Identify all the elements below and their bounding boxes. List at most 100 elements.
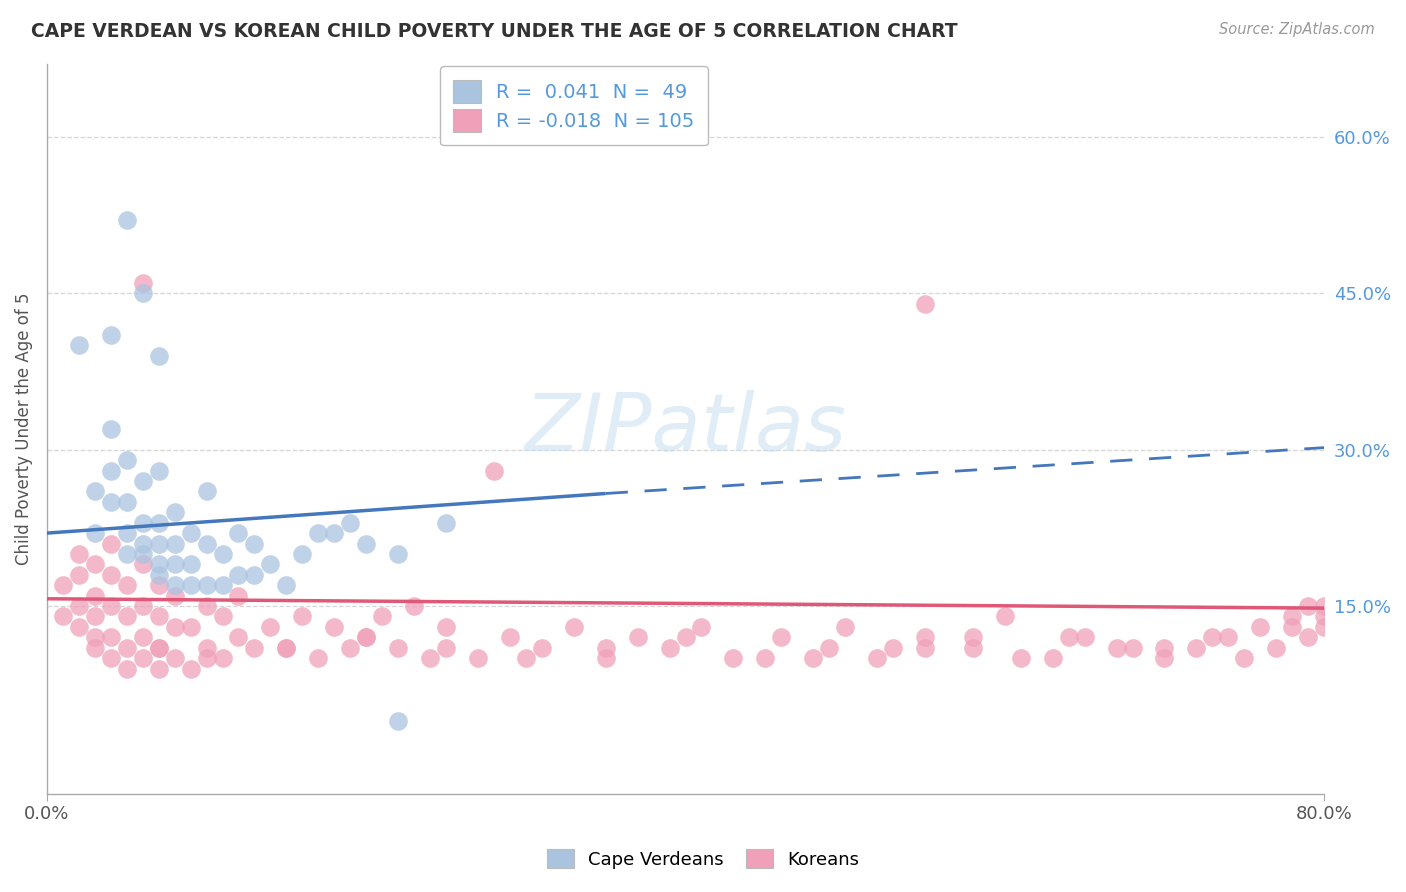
Point (52, 578, 75, 592)
Point (228, 589, 250, 603)
Point (1153, 651, 1175, 665)
Point (434, 620, 457, 634)
Point (148, 516, 170, 530)
Point (276, 640, 298, 655)
Point (67, 567, 90, 582)
Point (228, 526, 250, 541)
Point (387, 547, 409, 561)
Point (228, 567, 250, 582)
Point (291, 609, 314, 624)
Point (834, 620, 856, 634)
Point (131, 599, 153, 613)
Point (307, 651, 329, 665)
Point (387, 640, 409, 655)
Point (1233, 651, 1256, 665)
Point (1296, 630, 1319, 644)
Point (163, 578, 186, 592)
Point (100, 651, 122, 665)
Point (115, 526, 138, 541)
Point (243, 567, 266, 582)
Point (148, 558, 170, 572)
Point (180, 526, 202, 541)
Point (131, 547, 153, 561)
Point (339, 516, 361, 530)
Point (115, 453, 138, 467)
Point (83, 484, 105, 499)
Point (1281, 620, 1303, 634)
Point (595, 651, 617, 665)
Point (195, 640, 218, 655)
Point (690, 620, 713, 634)
Point (115, 609, 138, 624)
Point (100, 599, 122, 613)
Point (1010, 651, 1032, 665)
Point (259, 558, 281, 572)
Point (354, 630, 377, 644)
Point (148, 609, 170, 624)
Point (131, 516, 153, 530)
Text: CAPE VERDEAN VS KOREAN CHILD POVERTY UNDER THE AGE OF 5 CORRELATION CHART: CAPE VERDEAN VS KOREAN CHILD POVERTY UND… (31, 22, 957, 41)
Point (770, 630, 793, 644)
Point (434, 640, 457, 655)
Point (163, 589, 186, 603)
Point (530, 640, 553, 655)
Point (148, 662, 170, 676)
Point (195, 484, 218, 499)
Point (115, 640, 138, 655)
Point (914, 630, 936, 644)
Y-axis label: Child Poverty Under the Age of 5: Child Poverty Under the Age of 5 (15, 293, 32, 566)
Point (1185, 640, 1208, 655)
Point (1057, 630, 1080, 644)
Point (1153, 640, 1175, 655)
Point (163, 505, 186, 519)
Point (499, 630, 522, 644)
Point (291, 547, 314, 561)
Point (914, 640, 936, 655)
Point (131, 651, 153, 665)
Point (434, 516, 457, 530)
Point (866, 651, 889, 665)
Point (276, 578, 298, 592)
Point (1249, 620, 1271, 634)
Point (307, 526, 329, 541)
Point (100, 536, 122, 550)
Point (83, 526, 105, 541)
Point (83, 589, 105, 603)
Point (195, 536, 218, 550)
Point (131, 474, 153, 488)
Point (83, 558, 105, 572)
Point (100, 422, 122, 436)
Point (211, 609, 233, 624)
Point (1265, 640, 1288, 655)
Point (1218, 630, 1240, 644)
Point (211, 578, 233, 592)
Point (1201, 630, 1223, 644)
Point (1313, 599, 1336, 613)
Point (100, 630, 122, 644)
Point (818, 640, 841, 655)
Point (131, 286, 153, 301)
Point (83, 630, 105, 644)
Point (882, 640, 904, 655)
Point (1281, 609, 1303, 624)
Point (482, 464, 505, 478)
Point (354, 536, 377, 550)
Point (211, 547, 233, 561)
Point (1313, 609, 1336, 624)
Point (801, 651, 824, 665)
Point (627, 630, 650, 644)
Point (354, 630, 377, 644)
Point (914, 297, 936, 311)
Point (83, 609, 105, 624)
Text: Source: ZipAtlas.com: Source: ZipAtlas.com (1219, 22, 1375, 37)
Legend: Cape Verdeans, Koreans: Cape Verdeans, Koreans (540, 842, 866, 876)
Point (228, 630, 250, 644)
Point (994, 609, 1017, 624)
Point (148, 640, 170, 655)
Point (163, 651, 186, 665)
Point (148, 578, 170, 592)
Legend: R =  0.041  N =  49, R = -0.018  N = 105: R = 0.041 N = 49, R = -0.018 N = 105 (440, 67, 709, 145)
Point (148, 349, 170, 363)
Point (467, 651, 489, 665)
Point (180, 620, 202, 634)
